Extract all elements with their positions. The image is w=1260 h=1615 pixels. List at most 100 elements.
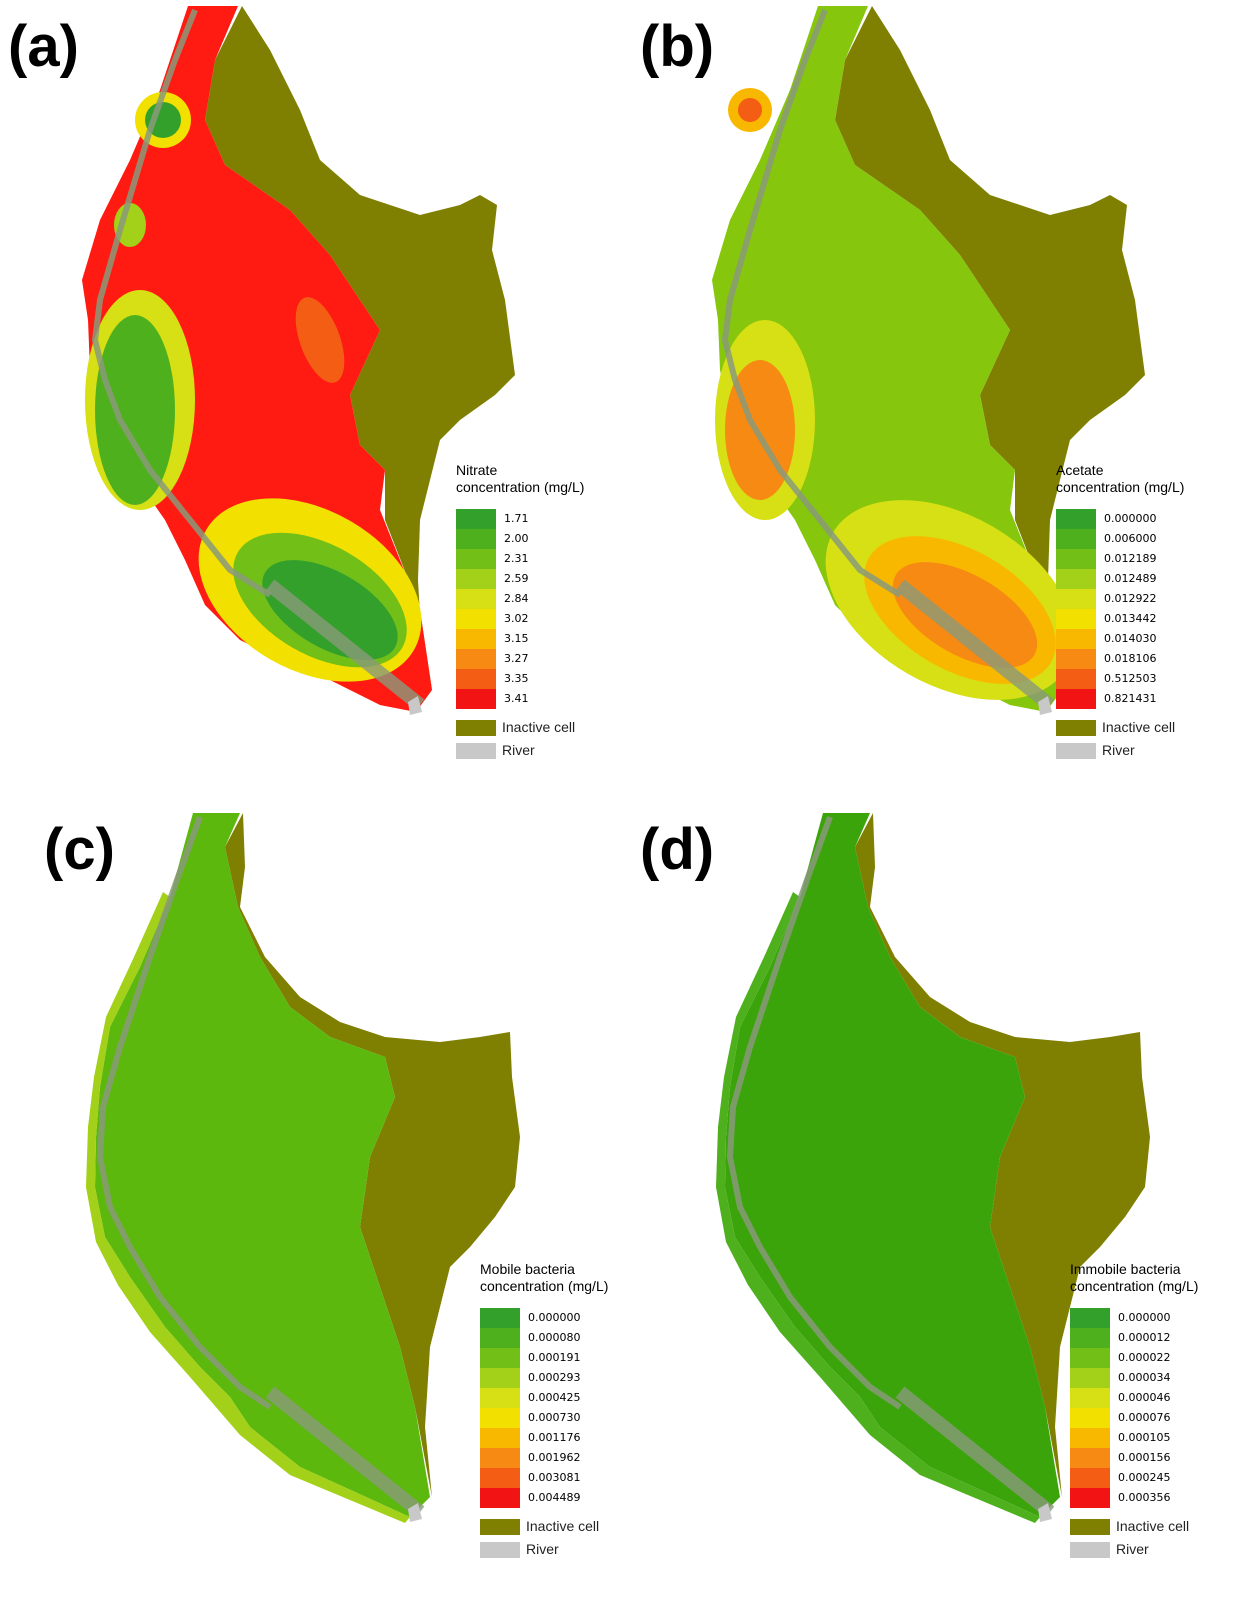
legend-inactive-row: Inactive cell bbox=[1056, 717, 1236, 740]
legend-title-line-1: Acetate bbox=[1056, 462, 1104, 478]
scale-swatch bbox=[1056, 649, 1096, 669]
map-panel-a: (a) Nitrate concentration (mg/L) 1.71 2.0… bbox=[0, 0, 630, 807]
legend-title-line-1: Mobile bacteria bbox=[480, 1261, 575, 1277]
scale-swatch bbox=[456, 669, 496, 689]
legend-title: Nitrate concentration (mg/L) bbox=[456, 462, 636, 496]
scale-row: 0.012489 bbox=[1056, 569, 1186, 589]
scale-swatch bbox=[480, 1408, 520, 1428]
scale-tick-label: 0.000080 bbox=[528, 1331, 581, 1344]
scale-swatch bbox=[456, 529, 496, 549]
drainage-channel-southeast bbox=[265, 579, 425, 711]
scale-swatch bbox=[1056, 669, 1096, 689]
scale-row: 0.000425 bbox=[480, 1388, 610, 1408]
scale-swatch bbox=[1070, 1428, 1110, 1448]
scale-tick-label: 0.000293 bbox=[528, 1371, 581, 1384]
map-panel-d: (d) Immobile bacteria concentration (mg/… bbox=[630, 807, 1260, 1614]
scale-swatch bbox=[480, 1428, 520, 1448]
legend: Acetate concentration (mg/L) 0.000000 0.0… bbox=[1056, 462, 1236, 763]
scale-tick-label: 0.000000 bbox=[528, 1311, 581, 1324]
scale-tick-label: 0.018106 bbox=[1104, 652, 1157, 665]
scale-swatch bbox=[1070, 1308, 1110, 1328]
drainage-channel-southeast bbox=[895, 579, 1055, 711]
drainage-channel-southeast bbox=[265, 1386, 425, 1518]
river-swatch bbox=[480, 1542, 520, 1558]
scale-tick-label: 0.014030 bbox=[1104, 632, 1157, 645]
drainage-channel bbox=[727, 815, 902, 1410]
river-label: River bbox=[526, 1541, 559, 1557]
drainage-channel bbox=[97, 815, 272, 1410]
scale-tick-label: 0.012489 bbox=[1104, 572, 1157, 585]
scale-swatch bbox=[1056, 609, 1096, 629]
scale-swatch bbox=[1056, 549, 1096, 569]
scale-tick-label: 3.35 bbox=[504, 672, 529, 685]
legend-title: Immobile bacteria concentration (mg/L) bbox=[1070, 1261, 1250, 1295]
color-scale: 0.000000 0.000080 0.000191 0.000293 0.000425… bbox=[480, 1308, 610, 1508]
well-zone-inner bbox=[738, 98, 762, 122]
scale-tick-label: 2.00 bbox=[504, 532, 529, 545]
river-label: River bbox=[502, 742, 535, 758]
scale-swatch bbox=[480, 1368, 520, 1388]
legend-inactive-row: Inactive cell bbox=[456, 717, 636, 740]
scale-tick-label: 0.006000 bbox=[1104, 532, 1157, 545]
scale-swatch bbox=[1056, 529, 1096, 549]
nitrate-plume-inner bbox=[262, 560, 398, 660]
legend: Immobile bacteria concentration (mg/L) 0… bbox=[1070, 1261, 1250, 1562]
active-model-domain bbox=[95, 813, 430, 1517]
legend-title-line-2: concentration (mg/L) bbox=[456, 479, 585, 495]
panel-label: (a) bbox=[8, 14, 79, 79]
legend: Mobile bacteria concentration (mg/L) 0.0… bbox=[480, 1261, 660, 1562]
legend-title-line-1: Nitrate bbox=[456, 462, 498, 478]
river-swatch bbox=[1070, 1542, 1110, 1558]
concentration-map bbox=[712, 6, 1145, 715]
scale-swatch bbox=[1056, 509, 1096, 529]
drainage-channel-southeast bbox=[895, 1386, 1055, 1518]
inactive-cell-region bbox=[225, 813, 520, 1497]
scale-swatch bbox=[456, 689, 496, 709]
scale-row: 0.000156 bbox=[1070, 1448, 1200, 1468]
scale-tick-label: 2.31 bbox=[504, 552, 529, 565]
scale-row: 0.000080 bbox=[480, 1328, 610, 1348]
scale-tick-label: 0.000730 bbox=[528, 1411, 581, 1424]
scale-tick-label: 0.003081 bbox=[528, 1471, 581, 1484]
scale-row: 0.018106 bbox=[1056, 649, 1186, 669]
scale-tick-label: 0.012189 bbox=[1104, 552, 1157, 565]
scale-tick-label: 0.000046 bbox=[1118, 1391, 1171, 1404]
scale-row: 3.35 bbox=[456, 669, 586, 689]
scale-swatch bbox=[456, 629, 496, 649]
inactive-swatch bbox=[480, 1519, 520, 1535]
scale-tick-label: 0.000245 bbox=[1118, 1471, 1171, 1484]
river-label: River bbox=[1102, 742, 1135, 758]
scale-swatch bbox=[1056, 589, 1096, 609]
scale-row: 0.013442 bbox=[1056, 609, 1186, 629]
scale-tick-label: 2.59 bbox=[504, 572, 529, 585]
scale-swatch bbox=[480, 1448, 520, 1468]
legend-extra: Inactive cell River bbox=[456, 717, 636, 763]
scale-row: 3.02 bbox=[456, 609, 586, 629]
scale-row: 0.512503 bbox=[1056, 669, 1186, 689]
scale-tick-label: 2.84 bbox=[504, 592, 529, 605]
scale-tick-label: 0.821431 bbox=[1104, 692, 1157, 705]
legend-title: Mobile bacteria concentration (mg/L) bbox=[480, 1261, 660, 1295]
scale-tick-label: 0.000356 bbox=[1118, 1491, 1171, 1504]
scale-row: 0.000245 bbox=[1070, 1468, 1200, 1488]
inactive-cell-region bbox=[855, 813, 1150, 1497]
inactive-label: Inactive cell bbox=[1102, 719, 1176, 735]
legend: Nitrate concentration (mg/L) 1.71 2.00 2.3… bbox=[456, 462, 636, 763]
scale-row: 0.014030 bbox=[1056, 629, 1186, 649]
scale-tick-label: 0.000012 bbox=[1118, 1331, 1171, 1344]
scale-tick-label: 0.000034 bbox=[1118, 1371, 1171, 1384]
legend-river-row: River bbox=[480, 1539, 660, 1562]
scale-row: 3.27 bbox=[456, 649, 586, 669]
scale-tick-label: 0.000022 bbox=[1118, 1351, 1171, 1364]
legend-inactive-row: Inactive cell bbox=[480, 1516, 660, 1539]
inactive-cell-region bbox=[835, 6, 1145, 690]
scale-swatch bbox=[1056, 689, 1096, 709]
scale-swatch bbox=[1056, 569, 1096, 589]
scale-swatch bbox=[456, 569, 496, 589]
nitrate-west-zone-inner bbox=[95, 315, 175, 505]
scale-swatch bbox=[480, 1308, 520, 1328]
scale-row: 2.84 bbox=[456, 589, 586, 609]
inactive-swatch bbox=[1056, 720, 1096, 736]
river-cell bbox=[408, 696, 422, 715]
legend-inactive-row: Inactive cell bbox=[1070, 1516, 1250, 1539]
